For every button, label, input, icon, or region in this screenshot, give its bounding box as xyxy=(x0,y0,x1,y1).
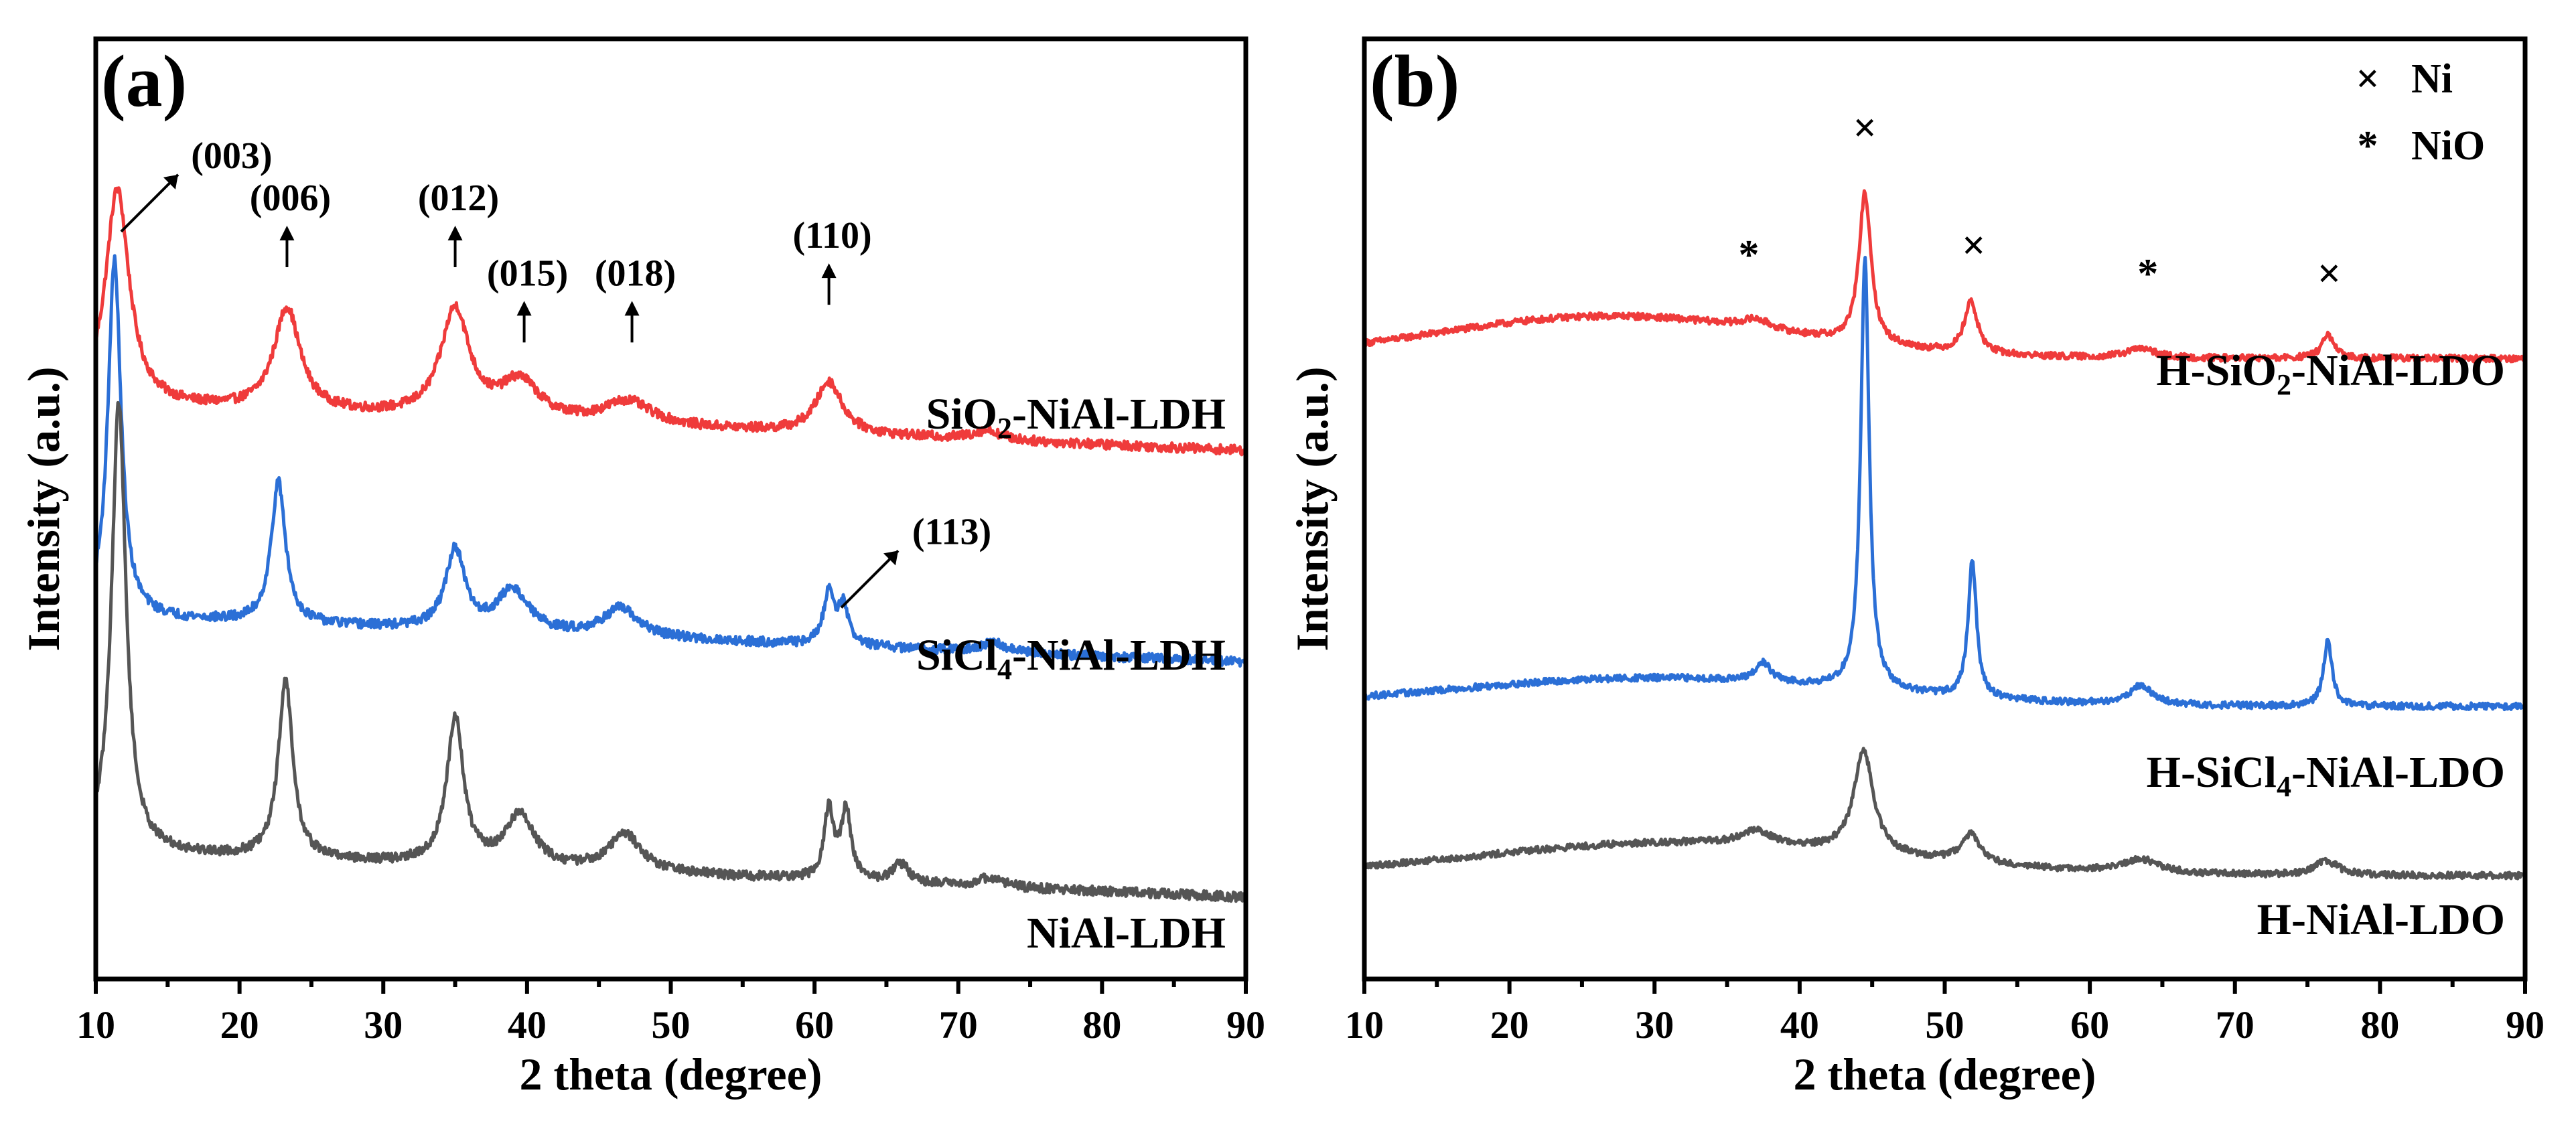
series-line-SiO2-NiAl-LDH xyxy=(94,186,1247,457)
series-label: NiAl-LDH xyxy=(1027,909,1226,958)
series-label: H-SiCl4-NiAl-LDO xyxy=(2147,748,2505,803)
annotation-arrow xyxy=(120,173,180,233)
x-tick-label: 30 xyxy=(364,1003,403,1047)
legend-label: NiO xyxy=(2411,123,2485,169)
series-line-NiAl-LDH xyxy=(94,400,1248,903)
x-tick-label: 40 xyxy=(508,1003,547,1047)
x-tick-label: 20 xyxy=(220,1003,259,1047)
x-tick-label: 80 xyxy=(1082,1003,1121,1047)
series-label: SiCl4-NiAl-LDH xyxy=(916,631,1226,686)
annotation-arrowhead xyxy=(447,226,463,240)
legend-symbol: × xyxy=(2356,56,2379,102)
peak-label: (003) xyxy=(191,135,272,177)
peak-label: (012) xyxy=(418,177,499,219)
series-line-H-SiCl4-NiAl-LDO xyxy=(1363,256,2527,712)
x-axis-title: 2 theta (degree) xyxy=(520,1049,822,1100)
x-tick-label: 50 xyxy=(1926,1003,1964,1047)
y-axis-title: Intensity (a.u.) xyxy=(18,366,69,651)
annotation-arrowhead xyxy=(163,174,178,190)
panel-label: (b) xyxy=(1370,40,1459,122)
panel-a: 10 20 30 40 50 60 70 80 90 2 theta (degree) Intens… xyxy=(18,36,1265,1100)
ni-marker: × xyxy=(2317,251,2341,297)
peak-label: (018) xyxy=(595,252,676,294)
series-label: H-NiAl-LDO xyxy=(2257,895,2505,944)
x-axis-title: 2 theta (degree) xyxy=(1794,1049,2096,1100)
annotation-arrowhead xyxy=(821,263,837,279)
peak-label: (113) xyxy=(912,511,991,552)
y-axis-title: Intensity (a.u.) xyxy=(1287,366,1338,651)
x-tick-label: 80 xyxy=(2360,1003,2399,1047)
x-tick-label: 20 xyxy=(1490,1003,1529,1047)
x-tick-label: 70 xyxy=(939,1003,978,1047)
series-line-SiCl4-NiAl-LDH xyxy=(94,254,1248,668)
x-tick-label: 40 xyxy=(1780,1003,1819,1047)
panel-b: 10 20 30 40 50 60 70 80 90 2 theta (degree) Intens… xyxy=(1287,36,2545,1100)
x-tick-label: 90 xyxy=(1226,1003,1265,1047)
x-tick-label: 60 xyxy=(2070,1003,2109,1047)
annotation-arrow xyxy=(840,550,900,609)
plot-frame xyxy=(1362,36,2528,982)
peak-label: (110) xyxy=(792,215,871,256)
x-tick-label: 60 xyxy=(795,1003,834,1047)
annotation-arrowhead xyxy=(883,550,899,566)
x-tick-label: 10 xyxy=(1345,1003,1384,1047)
annotation-arrowhead xyxy=(279,226,295,240)
x-tick-label: 10 xyxy=(76,1003,115,1047)
x-tick-label: 90 xyxy=(2506,1003,2545,1047)
legend-symbol: * xyxy=(2358,123,2378,169)
x-tick-label: 30 xyxy=(1635,1003,1674,1047)
annotation-arrowhead xyxy=(624,301,640,316)
series-label: SiO2-NiAl-LDH xyxy=(926,390,1226,445)
legend-label: Ni xyxy=(2411,56,2453,102)
ni-marker: × xyxy=(1853,105,1877,151)
nio-marker: * xyxy=(2137,251,2158,297)
panel-label: (a) xyxy=(101,40,187,122)
peak-label: (006) xyxy=(250,177,331,219)
series-label: H-SiO2-NiAl-LDO xyxy=(2156,346,2505,401)
x-tick-label: 50 xyxy=(652,1003,691,1047)
x-tick-label: 70 xyxy=(2216,1003,2255,1047)
nio-marker: * xyxy=(1739,232,1760,278)
series-line-H-SiO2-NiAl-LDO xyxy=(1362,189,2527,364)
peak-label: (015) xyxy=(487,252,568,294)
series-line-H-NiAl-LDO xyxy=(1363,747,2527,881)
ni-marker: × xyxy=(1962,223,1985,269)
annotation-arrowhead xyxy=(516,301,532,316)
